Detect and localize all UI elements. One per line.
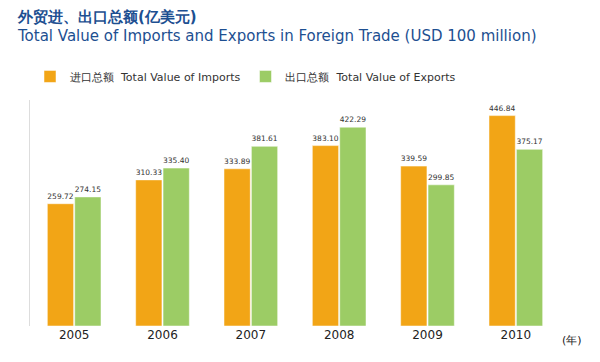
svg-text:375.17: 375.17 (516, 137, 542, 146)
svg-text:259.72: 259.72 (47, 192, 73, 201)
svg-text:381.61: 381.61 (251, 134, 277, 143)
svg-text:2009: 2009 (412, 328, 443, 342)
svg-text:外贸进、出口总额(亿美元)Total Value of Im: 外贸进、出口总额(亿美元)Total Value of Imports and … (17, 8, 537, 46)
svg-text:339.59: 339.59 (401, 154, 427, 163)
svg-text:(年): (年) (562, 334, 582, 347)
svg-text:446.84: 446.84 (489, 104, 515, 113)
svg-text:335.40: 335.40 (163, 156, 189, 165)
svg-text:422.29: 422.29 (340, 115, 366, 124)
svg-text:274.15: 274.15 (75, 185, 101, 194)
svg-text:进口总额 Total Value of Imports: 进口总额 Total Value of Imports (70, 71, 240, 84)
svg-text:299.85: 299.85 (428, 173, 454, 182)
svg-text:310.33: 310.33 (136, 168, 162, 177)
svg-text:2007: 2007 (236, 328, 267, 342)
svg-text:2010: 2010 (501, 328, 532, 342)
svg-text:2008: 2008 (324, 328, 355, 342)
svg-text:2006: 2006 (147, 328, 178, 342)
svg-text:2005: 2005 (59, 328, 90, 342)
svg-text:383.10: 383.10 (312, 134, 338, 143)
svg-text:出口总额 Total Value of Exports: 出口总额 Total Value of Exports (285, 71, 455, 84)
svg-text:333.89: 333.89 (224, 157, 250, 166)
